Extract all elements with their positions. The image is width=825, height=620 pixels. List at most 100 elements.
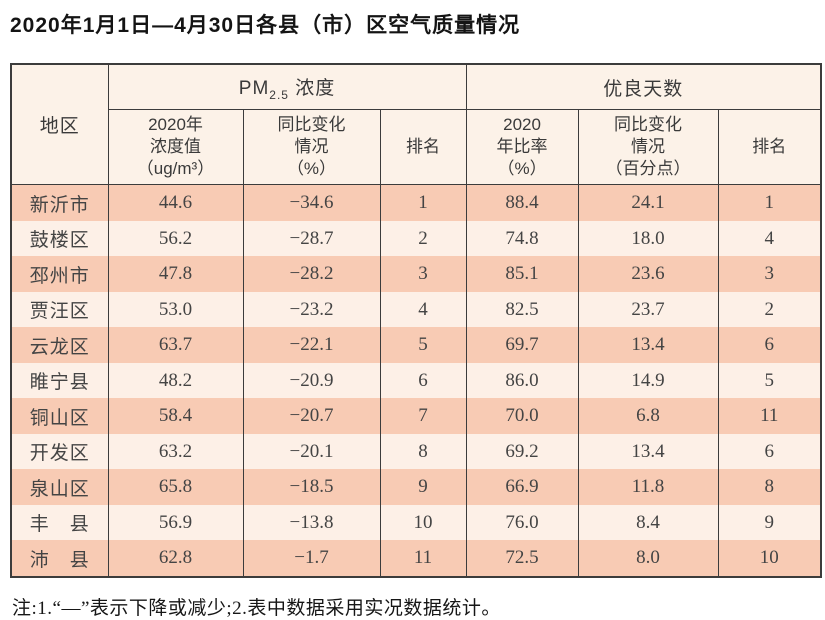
- table-row: 泉山区 65.8 −18.5 9 66.9 11.8 8: [10, 469, 822, 505]
- good-change-cell: 23.7: [577, 291, 719, 328]
- region-cell: 邳州市: [10, 256, 109, 292]
- table-row: 云龙区 63.7 −22.1 5 69.7 13.4 6: [10, 327, 822, 363]
- good-ratio-cell: 74.8: [465, 220, 579, 257]
- good-rank-cell: 6: [717, 327, 822, 363]
- pm-change-cell: −22.1: [242, 327, 381, 363]
- pm-change-cell: −20.7: [242, 398, 381, 434]
- pm-change-cell: −18.5: [242, 469, 381, 505]
- pm-value-cell: 62.8: [107, 540, 244, 577]
- good-rank-cell: 4: [717, 220, 822, 257]
- pm-change-cell: −1.7: [242, 540, 381, 577]
- region-cell: 贾汪区: [10, 291, 109, 328]
- header-group-pm25: PM2.5 浓度: [107, 63, 467, 111]
- good-change-cell: 13.4: [577, 327, 719, 363]
- pm-rank-cell: 2: [379, 220, 467, 257]
- region-cell: 沛 县: [10, 540, 109, 577]
- good-change-cell: 18.0: [577, 220, 719, 257]
- header-group-good-days: 优良天数: [465, 63, 822, 111]
- table-row: 铜山区 58.4 −20.7 7 70.0 6.8 11: [10, 398, 822, 434]
- good-ratio-cell: 70.0: [465, 398, 579, 434]
- header-pm-value: 2020年 浓度值 （ug/m³）: [107, 109, 244, 186]
- pm-rank-cell: 11: [379, 540, 467, 577]
- good-change-cell: 14.9: [577, 362, 719, 399]
- region-cell: 鼓楼区: [10, 220, 109, 257]
- pm-rank-cell: 9: [379, 469, 467, 505]
- good-rank-cell: 6: [717, 433, 822, 470]
- good-ratio-cell: 69.7: [465, 327, 579, 363]
- header-good-change: 同比变化 情况 （百分点）: [577, 109, 719, 186]
- pm-change-cell: −23.2: [242, 291, 381, 328]
- header-pm-change: 同比变化 情况 （%）: [242, 109, 381, 186]
- table-row: 丰 县 56.9 −13.8 10 76.0 8.4 9: [10, 504, 822, 541]
- pm-value-cell: 48.2: [107, 362, 244, 399]
- footnote: 注:1.“—”表示下降或减少;2.表中数据采用实况数据统计。: [12, 597, 501, 619]
- good-ratio-cell: 88.4: [465, 184, 579, 221]
- region-cell: 云龙区: [10, 327, 109, 363]
- table-row: 鼓楼区 56.2 −28.7 2 74.8 18.0 4: [10, 220, 822, 257]
- good-ratio-cell: 86.0: [465, 362, 579, 399]
- good-change-cell: 6.8: [577, 398, 719, 434]
- sub-header-row: 2020年 浓度值 （ug/m³） 同比变化 情况 （%） 排名 2020 年比…: [11, 109, 822, 186]
- pm-change-cell: −28.7: [242, 220, 381, 257]
- table-row: 开发区 63.2 −20.1 8 69.2 13.4 6: [10, 433, 822, 470]
- good-change-cell: 13.4: [577, 433, 719, 470]
- pm-change-cell: −28.2: [242, 256, 381, 292]
- table-row: 邳州市 47.8 −28.2 3 85.1 23.6 3: [10, 256, 822, 292]
- good-rank-cell: 10: [717, 540, 822, 577]
- region-cell: 泉山区: [10, 469, 109, 505]
- pm-change-cell: −20.1: [242, 433, 381, 470]
- good-rank-cell: 8: [717, 469, 822, 505]
- pm-value-cell: 63.2: [107, 433, 244, 470]
- good-change-cell: 8.0: [577, 540, 719, 577]
- pm-value-cell: 56.9: [107, 504, 244, 541]
- table-row: 睢宁县 48.2 −20.9 6 86.0 14.9 5: [10, 362, 822, 399]
- table-body: 新沂市 44.6 −34.6 1 88.4 24.1 1 鼓楼区 56.2 −2…: [10, 184, 822, 577]
- good-ratio-cell: 76.0: [465, 504, 579, 541]
- header-region: 地区: [10, 63, 109, 186]
- group-header-row: 地区 PM2.5 浓度 优良天数: [10, 63, 822, 186]
- good-ratio-cell: 69.2: [465, 433, 579, 470]
- pm-value-cell: 56.2: [107, 220, 244, 257]
- pm25-prefix: PM: [238, 77, 270, 99]
- good-rank-cell: 5: [717, 362, 822, 399]
- region-cell: 铜山区: [10, 398, 109, 434]
- pm-rank-cell: 7: [379, 398, 467, 434]
- good-ratio-cell: 66.9: [465, 469, 579, 505]
- good-change-cell: 23.6: [577, 256, 719, 292]
- pm-rank-cell: 10: [379, 504, 467, 541]
- region-cell: 新沂市: [10, 184, 109, 221]
- region-cell: 睢宁县: [10, 362, 109, 399]
- good-rank-cell: 11: [717, 398, 822, 434]
- header-pm-rank: 排名: [379, 109, 467, 186]
- pm-change-cell: −20.9: [242, 362, 381, 399]
- table-row: 贾汪区 53.0 −23.2 4 82.5 23.7 2: [10, 291, 822, 328]
- pm-value-cell: 65.8: [107, 469, 244, 505]
- good-ratio-cell: 82.5: [465, 291, 579, 328]
- air-quality-table: 地区 PM2.5 浓度 优良天数 2020年 浓度值 （ug/m³） 同比变化 …: [10, 63, 823, 578]
- pm-rank-cell: 4: [379, 291, 467, 328]
- good-ratio-cell: 85.1: [465, 256, 579, 292]
- table-row: 新沂市 44.6 −34.6 1 88.4 24.1 1: [10, 184, 822, 221]
- region-cell: 丰 县: [10, 504, 109, 541]
- good-change-cell: 11.8: [577, 469, 719, 505]
- pm-rank-cell: 8: [379, 433, 467, 470]
- pm-value-cell: 58.4: [107, 398, 244, 434]
- pm-value-cell: 44.6: [107, 184, 244, 221]
- pm-value-cell: 53.0: [107, 291, 244, 328]
- good-rank-cell: 9: [717, 504, 822, 541]
- pm25-suffix: 浓度: [288, 77, 336, 99]
- table-header: 地区 PM2.5 浓度 优良天数 2020年 浓度值 （ug/m³） 同比变化 …: [10, 63, 822, 186]
- good-change-cell: 8.4: [577, 504, 719, 541]
- good-rank-cell: 1: [717, 184, 822, 221]
- header-good-ratio: 2020 年比率 （%）: [465, 109, 579, 186]
- page-title: 2020年1月1日—4月30日各县（市）区空气质量情况: [10, 14, 521, 37]
- table-row: 沛 县 62.8 −1.7 11 72.5 8.0 10: [10, 540, 822, 577]
- pm-change-cell: −13.8: [242, 504, 381, 541]
- pm-rank-cell: 5: [379, 327, 467, 363]
- pm-rank-cell: 6: [379, 362, 467, 399]
- good-change-cell: 24.1: [577, 184, 719, 221]
- good-ratio-cell: 72.5: [465, 540, 579, 577]
- header-good-rank: 排名: [717, 109, 822, 186]
- region-cell: 开发区: [10, 433, 109, 470]
- pm25-subscript: 2.5: [269, 87, 289, 102]
